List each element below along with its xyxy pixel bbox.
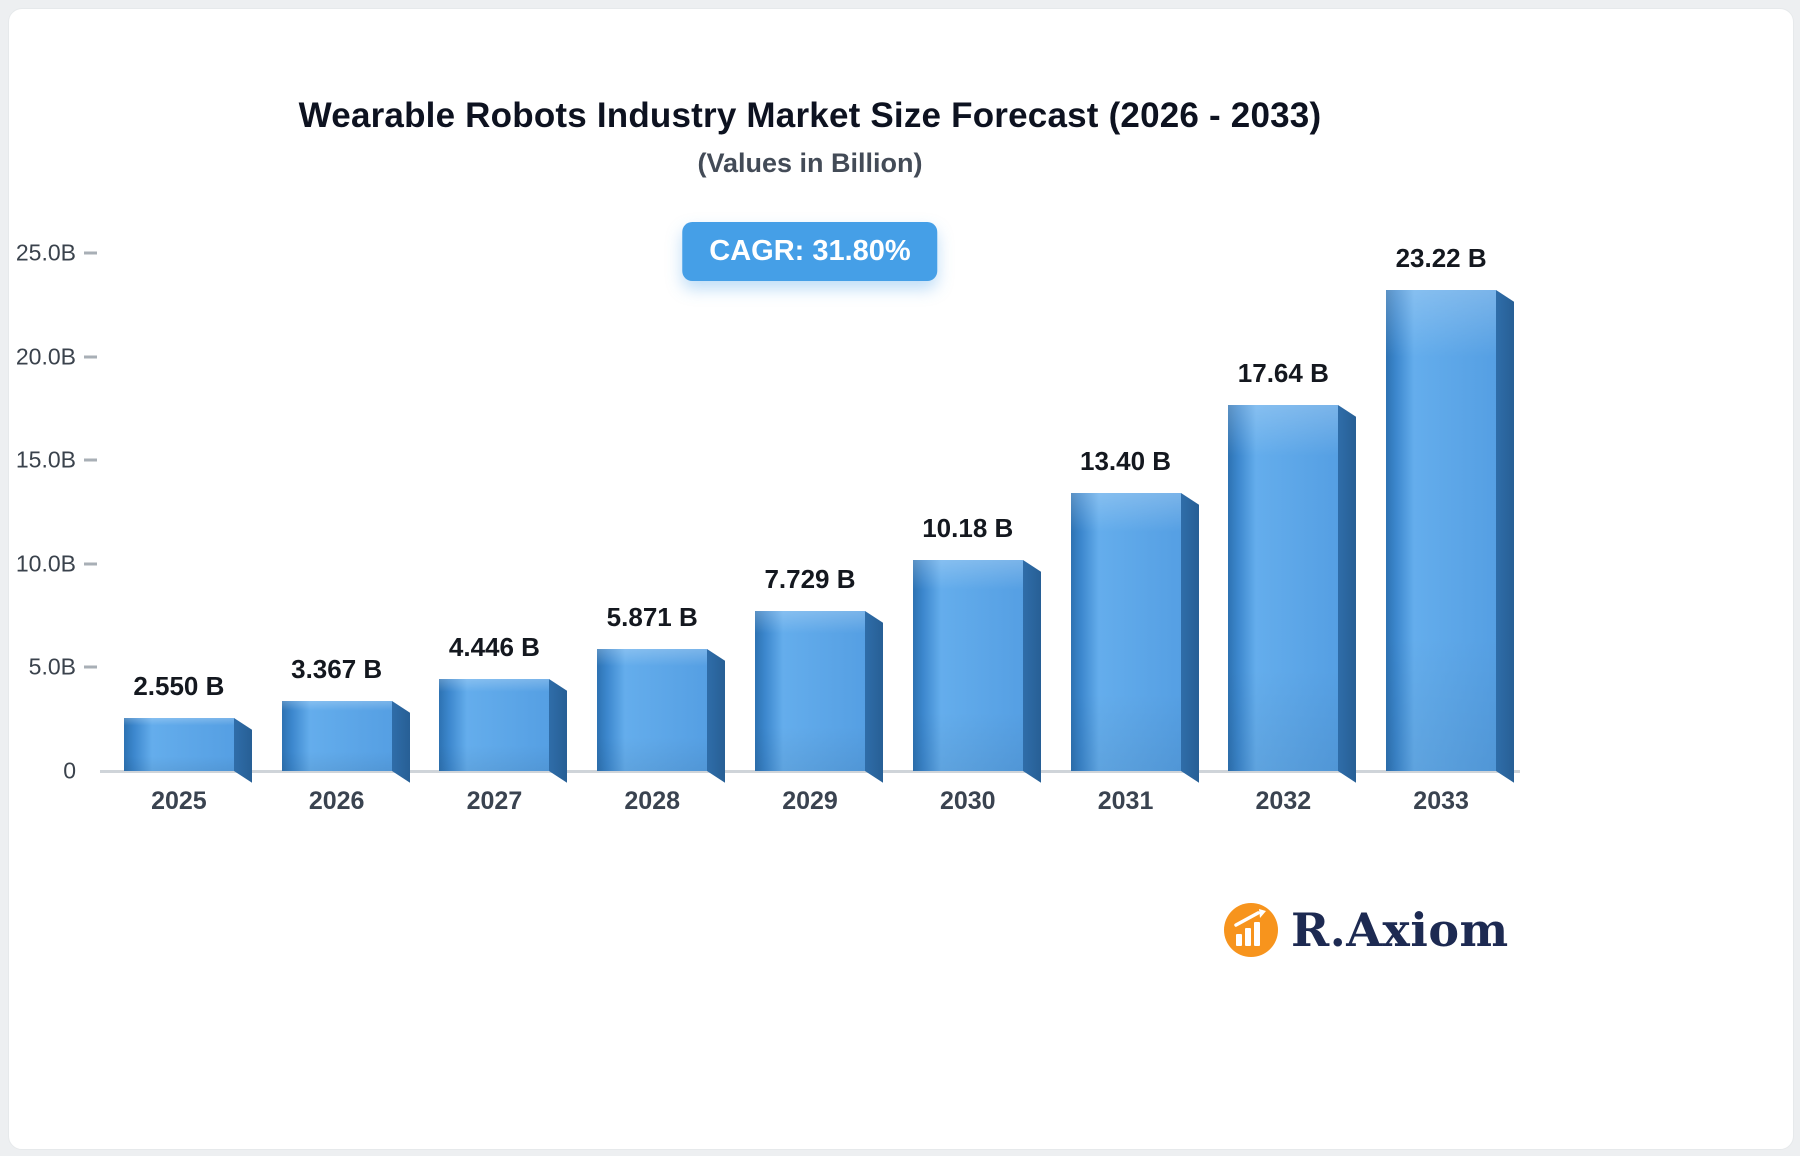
bar-body [281, 701, 410, 783]
bar-front-face [1386, 290, 1497, 771]
bar-value-label: 5.871 B [606, 602, 698, 632]
bar-value-label: 3.367 B [291, 654, 383, 684]
bar-body [1228, 405, 1357, 783]
bar-body [597, 649, 726, 783]
chart-subtitle: (Values in Billion) [697, 148, 923, 178]
bar: 4.446 B [439, 253, 568, 783]
bar: 10.18 B [912, 253, 1041, 783]
bar-body [123, 718, 252, 783]
y-tick-label: 5.0B [28, 653, 76, 680]
y-tick-mark [84, 665, 97, 669]
bar: 13.40 B [1070, 253, 1199, 783]
bar-value-label: 10.18 B [922, 513, 1014, 543]
x-axis-labels: 2025 2026 2027 2028 2029 2030 2031 2032 2033 [100, 253, 1520, 815]
y-tick-label: 0 [63, 757, 76, 784]
bar-front-face [281, 701, 392, 771]
chart-title: Wearable Robots Industry Market Size For… [298, 96, 1322, 135]
y-tick-label: 20.0B [15, 343, 76, 370]
cagr-badge: CAGR: 31.80% [682, 222, 938, 281]
bar-value-label: 2.550 B [133, 671, 225, 701]
cagr-badge-label: CAGR: 31.80% [709, 235, 911, 267]
bar-body [755, 611, 883, 783]
bar-front-face [123, 718, 234, 771]
bar-body [912, 560, 1041, 783]
x-axis-line [100, 770, 1520, 773]
bar-body [439, 679, 568, 783]
bar-value-label: 4.446 B [448, 632, 540, 662]
y-tick-label: 15.0B [15, 446, 76, 473]
x-axis-label: 2026 [308, 787, 365, 815]
y-tick-label: 25.0B [15, 239, 76, 266]
bar-front-face [1070, 493, 1181, 771]
bar-front-face [912, 560, 1023, 771]
y-tick-label: 10.0B [15, 550, 76, 577]
plot-area: 25.0B 20.0B 15.0B 10.0B 5.0B 0 2.550 B 3.367 B… [16, 240, 1520, 815]
bar-front-face [439, 679, 550, 771]
x-axis-label: 2027 [466, 787, 523, 815]
x-axis-label: 2032 [1255, 787, 1312, 815]
bar-front-face [597, 649, 708, 771]
bar-value-label: 17.64 B [1237, 358, 1329, 388]
x-axis-label: 2031 [1097, 787, 1154, 815]
bar: 2.550 B [123, 253, 252, 783]
bar-body [1070, 493, 1199, 783]
bar: 23.22 B [1386, 243, 1515, 783]
x-axis-label: 2028 [624, 787, 681, 815]
bar-value-label: 7.729 B [764, 564, 856, 594]
bar: 5.871 B [597, 253, 726, 783]
x-axis-label: 2033 [1413, 787, 1469, 815]
y-tick-mark [84, 562, 97, 566]
growth-chart-icon [1224, 903, 1278, 957]
bar: 7.729 B [755, 253, 883, 783]
brand-logo: R.Axiom [1222, 901, 1509, 959]
y-tick-mark [84, 458, 97, 462]
bar-body [1386, 290, 1515, 783]
logo-text: R.Axiom [1291, 903, 1509, 957]
bar-value-label: 23.22 B [1395, 243, 1487, 273]
x-axis-label: 2030 [939, 787, 996, 815]
bar: 3.367 B [281, 253, 410, 783]
y-tick-mark [84, 355, 97, 359]
bars-layer: 2.550 B 3.367 B 4.446 B 5.871 B 7.729 B 10.18… [100, 243, 1520, 783]
bar-front-face [1228, 405, 1339, 771]
y-tick-mark [84, 251, 97, 255]
x-axis-label: 2029 [782, 787, 838, 815]
bar-value-label: 13.40 B [1080, 446, 1172, 476]
bar: 17.64 B [1228, 253, 1357, 783]
y-axis: 25.0B 20.0B 15.0B 10.0B 5.0B 0 [16, 240, 1520, 784]
x-axis-label: 2025 [151, 787, 207, 815]
bar-front-face [755, 611, 865, 771]
